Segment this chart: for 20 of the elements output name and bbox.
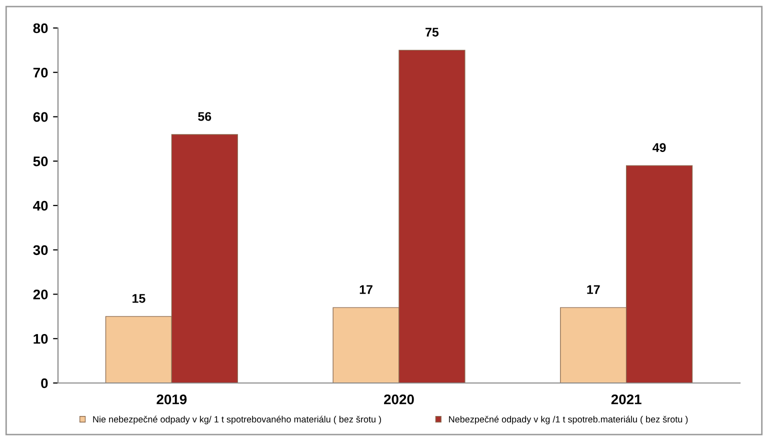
y-tick-label: 20	[33, 290, 48, 300]
data-label: 15	[132, 294, 146, 303]
y-tick-label: 0	[41, 378, 48, 388]
y-tick-label: 50	[33, 156, 48, 166]
legend-label: Nebezpečné odpady v kg /1 t spotreb.materiálu ( bez šrotu )	[449, 416, 688, 424]
y-tick-label: 60	[33, 112, 48, 122]
y-tick-label: 70	[33, 68, 48, 78]
data-label: 17	[587, 285, 600, 294]
data-label: 56	[198, 112, 212, 121]
x-tick-label: 2020	[384, 394, 414, 404]
x-tick-label: 2019	[156, 394, 187, 404]
data-label: 75	[426, 28, 439, 37]
y-tick-label: 30	[33, 245, 48, 256]
legend-label: Nie nebezpečné odpady v kg/ 1 t spotrebovaného materiálu ( bez šrotu )	[93, 416, 381, 424]
y-tick-label: 40	[33, 200, 48, 211]
x-tick-label: 2021	[611, 394, 642, 404]
data-label: 49	[652, 143, 666, 152]
y-tick-label: 10	[34, 334, 48, 344]
y-tick-label: 80	[33, 23, 48, 34]
data-label: 17	[360, 285, 372, 294]
